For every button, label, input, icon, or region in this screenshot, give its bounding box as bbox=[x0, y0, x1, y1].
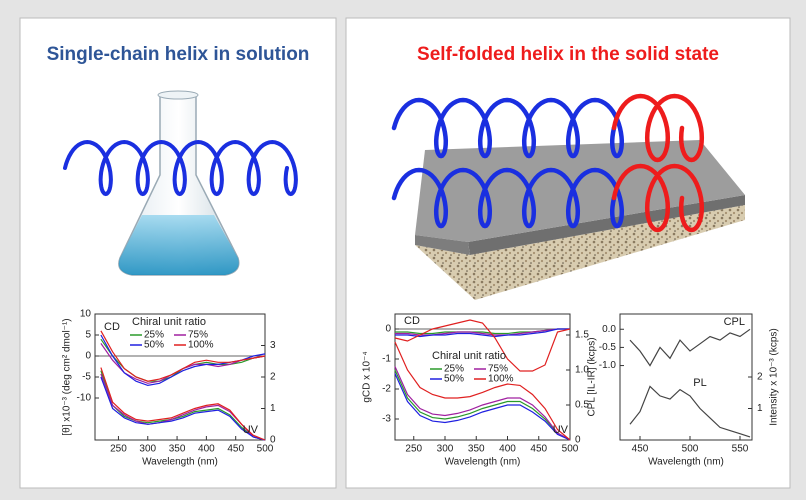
legend-label: 50% bbox=[444, 374, 464, 385]
y-axis-label: CPL [IL-IR] (kcps) bbox=[587, 337, 598, 416]
y-tick-label: -10 bbox=[77, 393, 92, 404]
legend-title: Chiral unit ratio bbox=[132, 316, 206, 328]
x-tick-label: 450 bbox=[530, 444, 547, 455]
x-tick-label: 250 bbox=[405, 444, 422, 455]
x-tick-label: 400 bbox=[499, 444, 516, 455]
x-tick-label: 400 bbox=[198, 444, 215, 455]
y-tick-label: 0 bbox=[385, 324, 391, 335]
y-tick-label: 5 bbox=[85, 330, 91, 341]
x-tick-label: 300 bbox=[139, 444, 156, 455]
x-tick-label: 300 bbox=[437, 444, 454, 455]
y2-tick-label: 0 bbox=[575, 435, 581, 446]
y2-tick-label: 1 bbox=[757, 403, 763, 414]
x-tick-label: 350 bbox=[468, 444, 485, 455]
annotation: CPL bbox=[724, 316, 745, 328]
x-tick-label: 450 bbox=[227, 444, 244, 455]
x-axis-label: Wavelength (nm) bbox=[445, 457, 521, 468]
y-tick-label: 0.0 bbox=[602, 324, 616, 335]
y-tick-label: -1 bbox=[382, 354, 391, 365]
figure: Single-chain helix in solution Self-fold… bbox=[0, 0, 806, 500]
y2-tick-label: 0 bbox=[270, 435, 276, 446]
y2-tick-label: 3 bbox=[270, 340, 276, 351]
y2-tick-label: 2 bbox=[757, 372, 763, 383]
left-title: Single-chain helix in solution bbox=[47, 44, 310, 65]
x-axis-label: Wavelength (nm) bbox=[648, 457, 724, 468]
x-tick-label: 250 bbox=[110, 444, 127, 455]
y2-axis-label: Intensity x 10⁻³ (kcps) bbox=[769, 328, 780, 426]
right-title: Self-folded helix in the solid state bbox=[417, 44, 719, 65]
y-tick-label: -0.5 bbox=[599, 342, 617, 353]
legend-label: 100% bbox=[488, 374, 514, 385]
y-tick-label: 10 bbox=[80, 309, 92, 320]
x-tick-label: 350 bbox=[169, 444, 186, 455]
y-tick-label: -5 bbox=[82, 372, 91, 383]
x-tick-label: 450 bbox=[632, 444, 649, 455]
y2-tick-label: 1 bbox=[270, 403, 276, 414]
x-axis-label: Wavelength (nm) bbox=[142, 457, 218, 468]
y-axis-label: gCD x 10⁻⁴ bbox=[362, 351, 373, 402]
legend-title: Chiral unit ratio bbox=[432, 350, 506, 362]
y-tick-label: -1.0 bbox=[599, 360, 617, 371]
legend-label: 50% bbox=[144, 340, 164, 351]
x-tick-label: 550 bbox=[732, 444, 749, 455]
annotation: CD bbox=[404, 315, 420, 327]
x-tick-label: 500 bbox=[682, 444, 699, 455]
y-tick-label: 0 bbox=[85, 351, 91, 362]
annotation: UV bbox=[553, 424, 569, 436]
annotation: UV bbox=[243, 424, 259, 436]
y-tick-label: -2 bbox=[382, 384, 391, 395]
legend-label: 100% bbox=[188, 340, 214, 351]
y-axis-label: [θ] x10⁻³ (deg cm² dmol⁻¹) bbox=[62, 318, 73, 435]
annotation: PL bbox=[693, 377, 706, 389]
page: {"left_panel": {"title": "Single-chain h… bbox=[0, 0, 806, 500]
annotation: CD bbox=[104, 321, 120, 333]
y2-tick-label: 2 bbox=[270, 372, 276, 383]
y-tick-label: -3 bbox=[382, 414, 391, 425]
